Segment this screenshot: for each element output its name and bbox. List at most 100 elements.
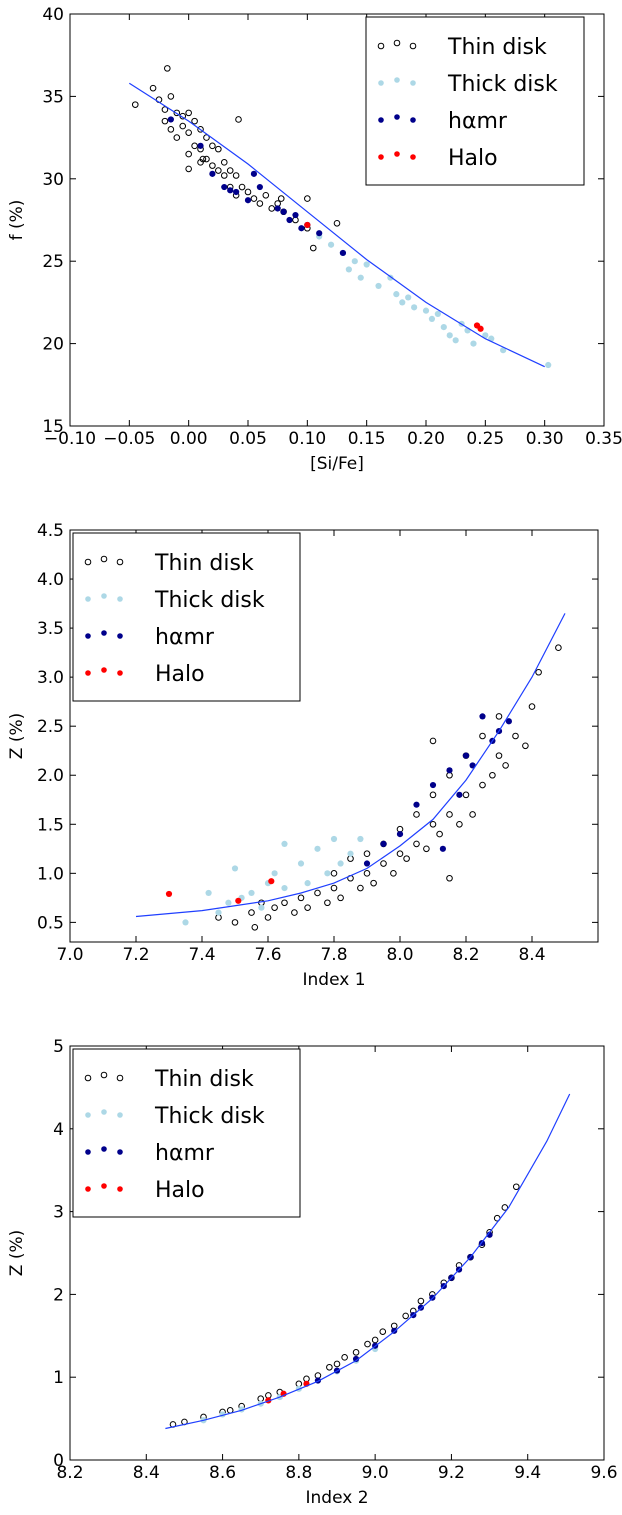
- data-point-hamr: [250, 170, 258, 177]
- data-point-thick: [281, 884, 288, 892]
- data-point-thick: [337, 860, 344, 867]
- data-point-thick: [347, 850, 354, 857]
- y-tick-label: 1.5: [37, 815, 64, 835]
- fit-curve: [128, 82, 545, 368]
- x-tick-label: 8.4: [133, 1463, 160, 1483]
- x-tick-label: 8.6: [209, 1463, 236, 1483]
- data-point-thin: [304, 904, 311, 911]
- data-point-thin: [326, 1363, 333, 1371]
- data-point-thin: [244, 188, 252, 196]
- data-point-thin: [436, 830, 443, 838]
- data-point-thin: [235, 116, 242, 123]
- chart-2: 7.0 7.2 7.4 7.6 7.8 8.0 8.2 8.4 0.5 1.0 1.5 2.0 2.5 3…: [7, 521, 599, 990]
- data-point-thin: [232, 172, 240, 179]
- legend-label-thick: Thick disk: [154, 1104, 265, 1129]
- legend-marker-hamr: [117, 1149, 123, 1155]
- x-tick-label: 0.30: [526, 429, 564, 449]
- data-point-hamr: [167, 116, 174, 123]
- x-tick-label: 0.25: [466, 429, 504, 449]
- x-tick-label: 9.4: [514, 1463, 541, 1483]
- y-tick-label: 1: [53, 1368, 64, 1388]
- legend-marker-hamr: [394, 114, 400, 120]
- data-point-thin: [379, 1328, 387, 1335]
- x-tick-label: −0.05: [103, 429, 155, 449]
- data-point-thin: [352, 1349, 360, 1356]
- data-point-halo: [304, 221, 311, 229]
- data-point-thin: [429, 820, 437, 828]
- data-point-thin: [429, 791, 437, 799]
- data-point-thin: [429, 737, 437, 745]
- x-tick-label: 9.0: [362, 1463, 389, 1483]
- legend-marker-halo: [378, 154, 384, 160]
- x-tick-label: 7.2: [122, 945, 149, 965]
- data-point-thin: [489, 771, 496, 779]
- data-point-thin: [469, 811, 476, 818]
- x-tick-label: 0.00: [170, 429, 208, 449]
- data-point-hamr: [486, 1231, 493, 1238]
- data-point-thick: [375, 282, 382, 290]
- data-point-hamr: [429, 781, 437, 789]
- x-tick-label: 0.35: [585, 429, 622, 449]
- data-point-hamr: [244, 197, 252, 204]
- series-halo: [165, 878, 275, 904]
- data-point-thin: [396, 850, 404, 858]
- legend-marker-halo: [85, 1186, 91, 1192]
- data-point-thick: [440, 324, 447, 331]
- data-point-thin: [199, 155, 207, 163]
- legend-label-halo: Halo: [155, 1178, 205, 1203]
- series-thin: [215, 644, 562, 931]
- x-tick-label: 7.8: [320, 945, 347, 965]
- data-point-thin: [528, 703, 536, 710]
- data-point-thick: [248, 889, 255, 897]
- x-tick-label: 7.0: [56, 945, 83, 965]
- data-point-thin: [161, 117, 169, 125]
- data-point-thin: [390, 870, 397, 877]
- series-thick: [316, 233, 552, 369]
- data-point-thick: [258, 904, 265, 911]
- data-point-thick: [327, 241, 335, 248]
- data-point-thick: [324, 870, 331, 877]
- data-point-thin: [333, 219, 341, 227]
- data-point-thin: [512, 1183, 520, 1191]
- data-point-thin: [220, 159, 228, 166]
- data-point-thin: [179, 122, 187, 130]
- data-point-thin: [446, 811, 453, 818]
- legend-marker-thick: [85, 1112, 91, 1118]
- x-tick-label: 8.8: [285, 1463, 312, 1483]
- data-point-thin: [191, 117, 198, 125]
- data-point-hamr: [479, 713, 486, 720]
- y-tick-label: 2: [53, 1285, 64, 1305]
- data-point-hamr: [316, 230, 323, 237]
- legend: Thin disk Thick disk hαmr Halo: [72, 1048, 301, 1218]
- legend-marker-hamr: [101, 630, 107, 636]
- data-point-thick: [500, 347, 507, 354]
- legend-marker-hamr: [378, 117, 384, 123]
- data-point-thick: [405, 294, 412, 301]
- legend-label-thin: Thin disk: [447, 35, 547, 60]
- legend-box: [72, 1048, 301, 1218]
- data-point-thin: [248, 909, 255, 916]
- data-point-thin: [297, 894, 305, 902]
- x-tick-label: 8.0: [386, 945, 413, 965]
- data-point-thin: [324, 899, 331, 907]
- data-point-halo: [268, 878, 275, 885]
- legend-marker-thin: [100, 555, 108, 563]
- data-point-thin: [185, 109, 192, 117]
- plot-area: [135, 613, 566, 931]
- data-point-thin: [402, 1312, 409, 1320]
- y-tick-label: 1.0: [37, 864, 64, 884]
- data-point-hamr: [221, 183, 228, 191]
- data-point-thick: [205, 889, 212, 897]
- data-point-halo: [165, 890, 173, 898]
- legend-marker-thin: [377, 42, 385, 50]
- x-tick-label: 7.6: [254, 945, 281, 965]
- legend-marker-thin: [84, 558, 92, 566]
- data-point-thin: [185, 129, 192, 136]
- data-point-thin: [226, 167, 234, 174]
- y-tick-label: 0: [53, 1451, 64, 1471]
- data-point-thin: [185, 165, 192, 173]
- data-point-thick: [351, 258, 358, 265]
- x-tick-label: 8.2: [452, 945, 479, 965]
- legend-marker-thick: [85, 596, 91, 602]
